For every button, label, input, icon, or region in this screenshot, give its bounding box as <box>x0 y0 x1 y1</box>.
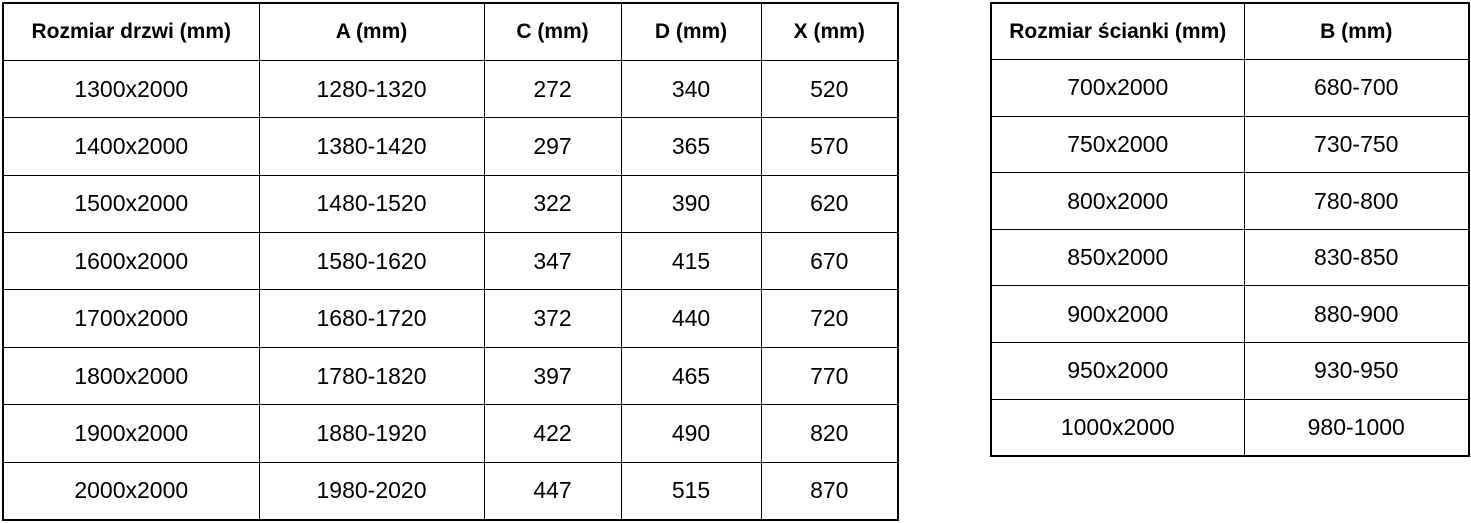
table-cell: 1780-1820 <box>258 346 485 406</box>
table-cell: 347 <box>483 232 622 291</box>
table-cell: 490 <box>620 404 762 463</box>
table-cell: 680-700 <box>1243 59 1470 117</box>
table-cell: 870 <box>760 461 899 521</box>
wall-table-header-row: Rozmiar ścianki (mm) B (mm) <box>990 2 1470 61</box>
table-cell: 730-750 <box>1243 115 1470 174</box>
table-cell: 1800x2000 <box>2 346 260 406</box>
table-row: 1300x2000 1280-1320 272 340 520 <box>2 59 899 119</box>
table-cell: 770 <box>760 346 899 406</box>
table-cell: 1500x2000 <box>2 174 260 234</box>
a-mm-header: A (mm) <box>258 2 485 61</box>
table-cell: 850x2000 <box>990 228 1245 287</box>
table-cell: 950x2000 <box>990 342 1245 400</box>
table-cell: 900x2000 <box>990 285 1245 344</box>
table-row: 1600x2000 1580-1620 347 415 670 <box>2 232 899 291</box>
table-cell: 620 <box>760 174 899 234</box>
table-cell: 880-900 <box>1243 285 1470 344</box>
table-cell: 372 <box>483 289 622 348</box>
x-mm-header: X (mm) <box>760 2 899 61</box>
table-row: 700x2000 680-700 <box>990 59 1470 117</box>
table-cell: 980-1000 <box>1243 398 1470 457</box>
table-cell: 390 <box>620 174 762 234</box>
table-cell: 272 <box>483 59 622 119</box>
table-cell: 700x2000 <box>990 59 1245 117</box>
table-row: 2000x2000 1980-2020 447 515 870 <box>2 461 899 521</box>
table-cell: 670 <box>760 232 899 291</box>
table-cell: 340 <box>620 59 762 119</box>
table-cell: 1280-1320 <box>258 59 485 119</box>
d-mm-header: D (mm) <box>620 2 762 61</box>
table-cell: 1480-1520 <box>258 174 485 234</box>
door-table-header-row: Rozmiar drzwi (mm) A (mm) C (mm) D (mm) … <box>2 2 899 61</box>
table-cell: 422 <box>483 404 622 463</box>
table-cell: 520 <box>760 59 899 119</box>
table-cell: 1400x2000 <box>2 117 260 176</box>
table-cell: 1580-1620 <box>258 232 485 291</box>
table-cell: 830-850 <box>1243 228 1470 287</box>
table-cell: 1880-1920 <box>258 404 485 463</box>
table-cell: 1980-2020 <box>258 461 485 521</box>
table-cell: 1000x2000 <box>990 398 1245 457</box>
wall-panel-sizes-table: Rozmiar ścianki (mm) B (mm) 700x2000 680… <box>990 2 1470 457</box>
table-cell: 2000x2000 <box>2 461 260 521</box>
door-size-header: Rozmiar drzwi (mm) <box>2 2 260 61</box>
table-cell: 780-800 <box>1243 172 1470 230</box>
table-row: 1500x2000 1480-1520 322 390 620 <box>2 174 899 234</box>
table-cell: 515 <box>620 461 762 521</box>
table-cell: 1680-1720 <box>258 289 485 348</box>
table-cell: 720 <box>760 289 899 348</box>
door-sizes-table: Rozmiar drzwi (mm) A (mm) C (mm) D (mm) … <box>2 2 899 521</box>
table-cell: 1900x2000 <box>2 404 260 463</box>
table-cell: 820 <box>760 404 899 463</box>
table-row: 800x2000 780-800 <box>990 172 1470 230</box>
table-cell: 415 <box>620 232 762 291</box>
table-cell: 465 <box>620 346 762 406</box>
b-mm-header: B (mm) <box>1243 2 1470 61</box>
c-mm-header: C (mm) <box>483 2 622 61</box>
wall-size-header: Rozmiar ścianki (mm) <box>990 2 1245 61</box>
table-row: 1800x2000 1780-1820 397 465 770 <box>2 346 899 406</box>
table-cell: 397 <box>483 346 622 406</box>
table-cell: 1700x2000 <box>2 289 260 348</box>
table-row: 1900x2000 1880-1920 422 490 820 <box>2 404 899 463</box>
table-row: 1000x2000 980-1000 <box>990 398 1470 457</box>
table-cell: 297 <box>483 117 622 176</box>
table-row: 950x2000 930-950 <box>990 342 1470 400</box>
table-row: 900x2000 880-900 <box>990 285 1470 344</box>
table-row: 1700x2000 1680-1720 372 440 720 <box>2 289 899 348</box>
table-cell: 447 <box>483 461 622 521</box>
table-cell: 750x2000 <box>990 115 1245 174</box>
table-cell: 1600x2000 <box>2 232 260 291</box>
table-cell: 365 <box>620 117 762 176</box>
table-row: 750x2000 730-750 <box>990 115 1470 174</box>
table-cell: 1380-1420 <box>258 117 485 176</box>
table-cell: 1300x2000 <box>2 59 260 119</box>
table-cell: 930-950 <box>1243 342 1470 400</box>
table-cell: 322 <box>483 174 622 234</box>
table-row: 1400x2000 1380-1420 297 365 570 <box>2 117 899 176</box>
table-row: 850x2000 830-850 <box>990 228 1470 287</box>
table-cell: 570 <box>760 117 899 176</box>
table-cell: 800x2000 <box>990 172 1245 230</box>
table-cell: 440 <box>620 289 762 348</box>
